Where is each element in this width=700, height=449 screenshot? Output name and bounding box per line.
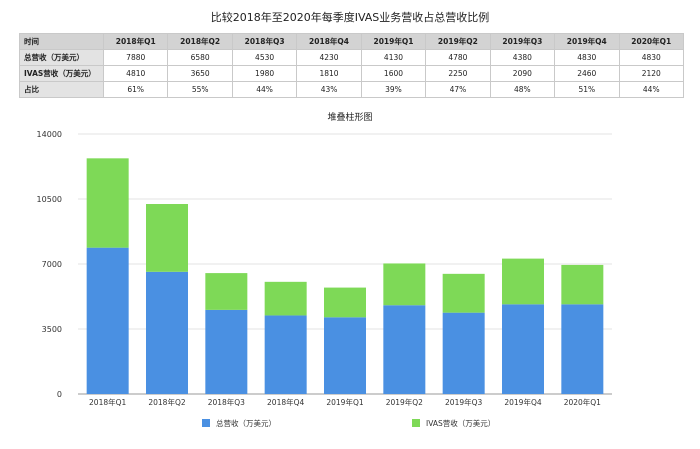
legend-swatch <box>412 419 420 427</box>
table-cell: 44% <box>231 81 298 98</box>
table-cell: 1600 <box>360 65 427 82</box>
bar-segment <box>86 158 129 248</box>
y-tick-label: 14000 <box>37 130 62 139</box>
table-cell: 6580 <box>167 49 233 66</box>
bar-segment <box>146 271 188 394</box>
table-row: IVAS营收（万美元） 4810 3650 1980 1810 1600 225… <box>19 65 684 82</box>
bar-segment <box>502 258 544 305</box>
table-cell: 47% <box>425 81 491 98</box>
bar-segment <box>146 204 188 272</box>
bar-segment <box>502 304 544 394</box>
bar-segment <box>205 273 248 310</box>
table-cell: 2460 <box>554 65 620 82</box>
table-cell: 4230 <box>296 49 362 66</box>
bar-segment <box>383 263 426 306</box>
bar-segment <box>383 305 426 394</box>
x-tick-label: 2018年Q2 <box>148 397 185 407</box>
x-tick-label: 2020年Q1 <box>564 397 601 407</box>
table-cell: 1810 <box>296 65 362 82</box>
bar-segment <box>86 247 129 394</box>
legend-swatch <box>202 419 210 427</box>
table-cell: 39% <box>360 81 427 98</box>
table-cell: 4810 <box>102 65 169 82</box>
table-cell: 48% <box>489 81 556 98</box>
table-header-cell: 2019年Q2 <box>425 33 491 50</box>
table-cell: 4830 <box>618 49 684 66</box>
bar-segment <box>561 264 604 305</box>
x-tick-label: 2019年Q1 <box>326 397 363 407</box>
table-row: 占比 61% 55% 44% 43% 39% 47% 48% 51% 44% <box>19 81 684 98</box>
table-header-cell: 2019年Q3 <box>489 33 556 50</box>
table-cell: 4530 <box>231 49 298 66</box>
x-tick-label: 2018年Q1 <box>89 397 126 407</box>
y-tick-label: 3500 <box>42 325 62 334</box>
bar-segment <box>264 281 307 316</box>
x-tick-label: 2018年Q3 <box>208 397 245 407</box>
x-tick-label: 2019年Q2 <box>386 397 423 407</box>
table-cell: 1980 <box>231 65 298 82</box>
bar-segment <box>264 315 307 394</box>
table-cell: 51% <box>554 81 620 98</box>
y-tick-label: 7000 <box>42 260 62 269</box>
row-label: 占比 <box>19 81 104 98</box>
table-header-cell: 2018年Q3 <box>231 33 298 50</box>
table-cell: 44% <box>618 81 684 98</box>
table-cell: 55% <box>167 81 233 98</box>
table-cell: 43% <box>296 81 362 98</box>
table-header-cell: 2019年Q1 <box>360 33 427 50</box>
data-table: 时间 2018年Q1 2018年Q2 2018年Q3 2018年Q4 2019年… <box>19 33 684 98</box>
y-tick-label: 10500 <box>37 195 62 204</box>
table-header-cell: 2019年Q4 <box>554 33 620 50</box>
row-label: IVAS营收（万美元） <box>19 65 104 82</box>
page-title: 比较2018年至2020年每季度IVAS业务营收占总营收比例 <box>210 11 490 24</box>
table-cell: 3650 <box>167 65 233 82</box>
table-cell: 4380 <box>489 49 556 66</box>
table-cell: 61% <box>102 81 169 98</box>
table-cell: 2120 <box>618 65 684 82</box>
bar-segment <box>561 304 604 394</box>
table-header-cell: 2018年Q2 <box>167 33 233 50</box>
table-header-cell: 2018年Q1 <box>102 33 169 50</box>
legend-label: IVAS营收（万美元） <box>426 418 495 428</box>
bar-segment <box>205 309 248 394</box>
table-cell: 4780 <box>425 49 491 66</box>
stacked-bar-chart: 堆叠柱形图 0 3500 7000 10500 14000 2018年Q1 2018年Q2 20… <box>37 111 612 428</box>
bar-segment <box>324 287 366 318</box>
y-tick-label: 0 <box>57 390 62 399</box>
table-cell: 7880 <box>102 49 169 66</box>
table-row: 总营收（万美元） 7880 6580 4530 4230 4130 4780 4… <box>19 49 684 66</box>
chart-title: 堆叠柱形图 <box>327 111 372 123</box>
table-header-cell: 2018年Q4 <box>296 33 362 50</box>
bar-segment <box>442 312 485 394</box>
row-label: 总营收（万美元） <box>19 49 104 66</box>
x-tick-label: 2018年Q4 <box>267 397 304 407</box>
table-cell: 2250 <box>425 65 491 82</box>
x-tick-label: 2019年Q4 <box>504 397 541 407</box>
bar-segment <box>324 317 366 394</box>
table-cell: 2090 <box>489 65 556 82</box>
legend-label: 总营收（万美元） <box>216 418 276 428</box>
table-cell: 4130 <box>360 49 427 66</box>
table-header-row: 时间 2018年Q1 2018年Q2 2018年Q3 2018年Q4 2019年… <box>19 33 684 50</box>
x-tick-label: 2019年Q3 <box>445 397 482 407</box>
table-header-cell: 2020年Q1 <box>618 33 684 50</box>
table-cell: 4830 <box>554 49 620 66</box>
table-header-cell: 时间 <box>19 33 104 50</box>
bar-segment <box>442 273 485 313</box>
